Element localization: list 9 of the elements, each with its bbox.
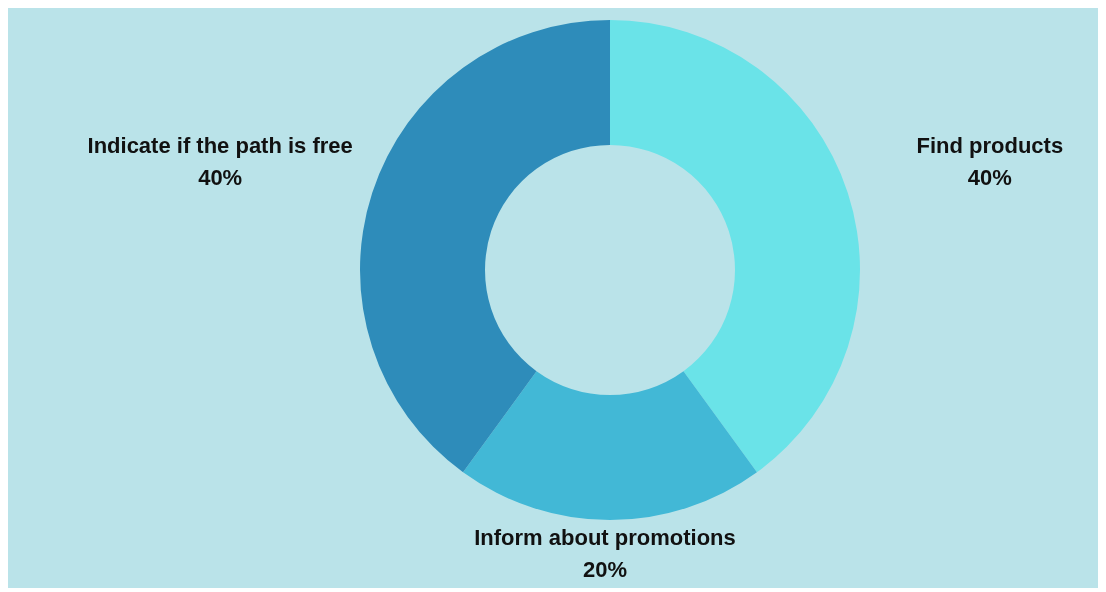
donut-slice — [360, 20, 610, 473]
slice-label: Find products — [916, 133, 1064, 159]
data-label: 40% — [967, 165, 1012, 191]
data-label: 20% — [582, 557, 628, 582]
data-label: 40% — [198, 165, 243, 191]
slice-label: Indicate if the path is free — [87, 133, 353, 159]
donut-slice — [610, 20, 860, 473]
donut-slice — [463, 371, 757, 520]
slice-label: Inform about promotions — [474, 525, 736, 550]
